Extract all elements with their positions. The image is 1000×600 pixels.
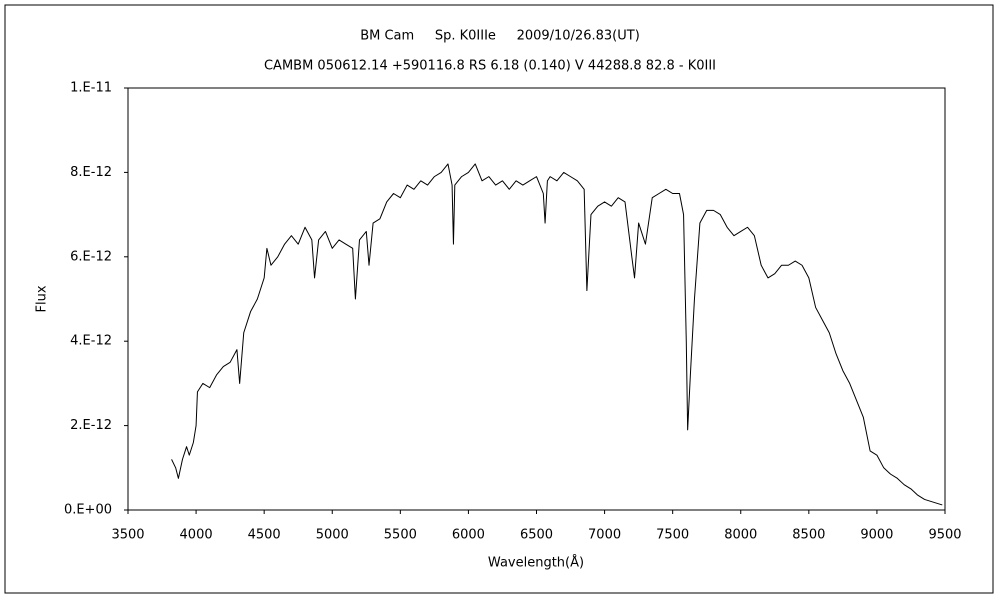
y-tick-label: 1.E-11	[70, 81, 112, 96]
y-tick-label: 8.E-12	[70, 165, 112, 180]
x-tick-label: 3500	[111, 528, 144, 543]
chart-title: BM Cam Sp. K0IIIe 2009/10/26.83(UT)	[360, 29, 640, 44]
y-axis-label: Flux	[35, 285, 50, 312]
y-tick-label: 6.E-12	[70, 249, 112, 264]
x-tick-label: 6000	[452, 528, 485, 543]
x-tick-label: 5500	[384, 528, 417, 543]
x-tick-label: 6500	[520, 528, 553, 543]
x-tick-label: 8500	[792, 528, 825, 543]
x-tick-label: 8000	[724, 528, 757, 543]
x-tick-label: 9000	[860, 528, 893, 543]
x-axis-label: Wavelength(Å)	[488, 555, 584, 571]
x-tick-label: 7500	[656, 528, 689, 543]
spectrum-line	[171, 163, 943, 506]
x-tick-label: 4000	[180, 528, 213, 543]
y-tick-label: 0.E+00	[64, 503, 112, 518]
x-tick-label: 9500	[928, 528, 961, 543]
y-tick-label: 4.E-12	[70, 334, 112, 349]
chart-subtitle: CAMBM 050612.14 +590116.8 RS 6.18 (0.140…	[264, 59, 716, 74]
x-tick-label: 4500	[248, 528, 281, 543]
x-tick-label: 7000	[588, 528, 621, 543]
chart-frame	[4, 4, 994, 594]
y-tick-label: 2.E-12	[70, 418, 112, 433]
x-tick-label: 5000	[316, 528, 349, 543]
